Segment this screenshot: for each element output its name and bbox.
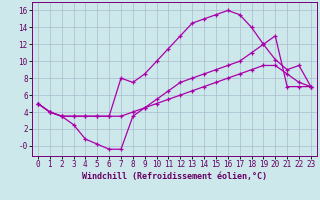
X-axis label: Windchill (Refroidissement éolien,°C): Windchill (Refroidissement éolien,°C) xyxy=(82,172,267,181)
